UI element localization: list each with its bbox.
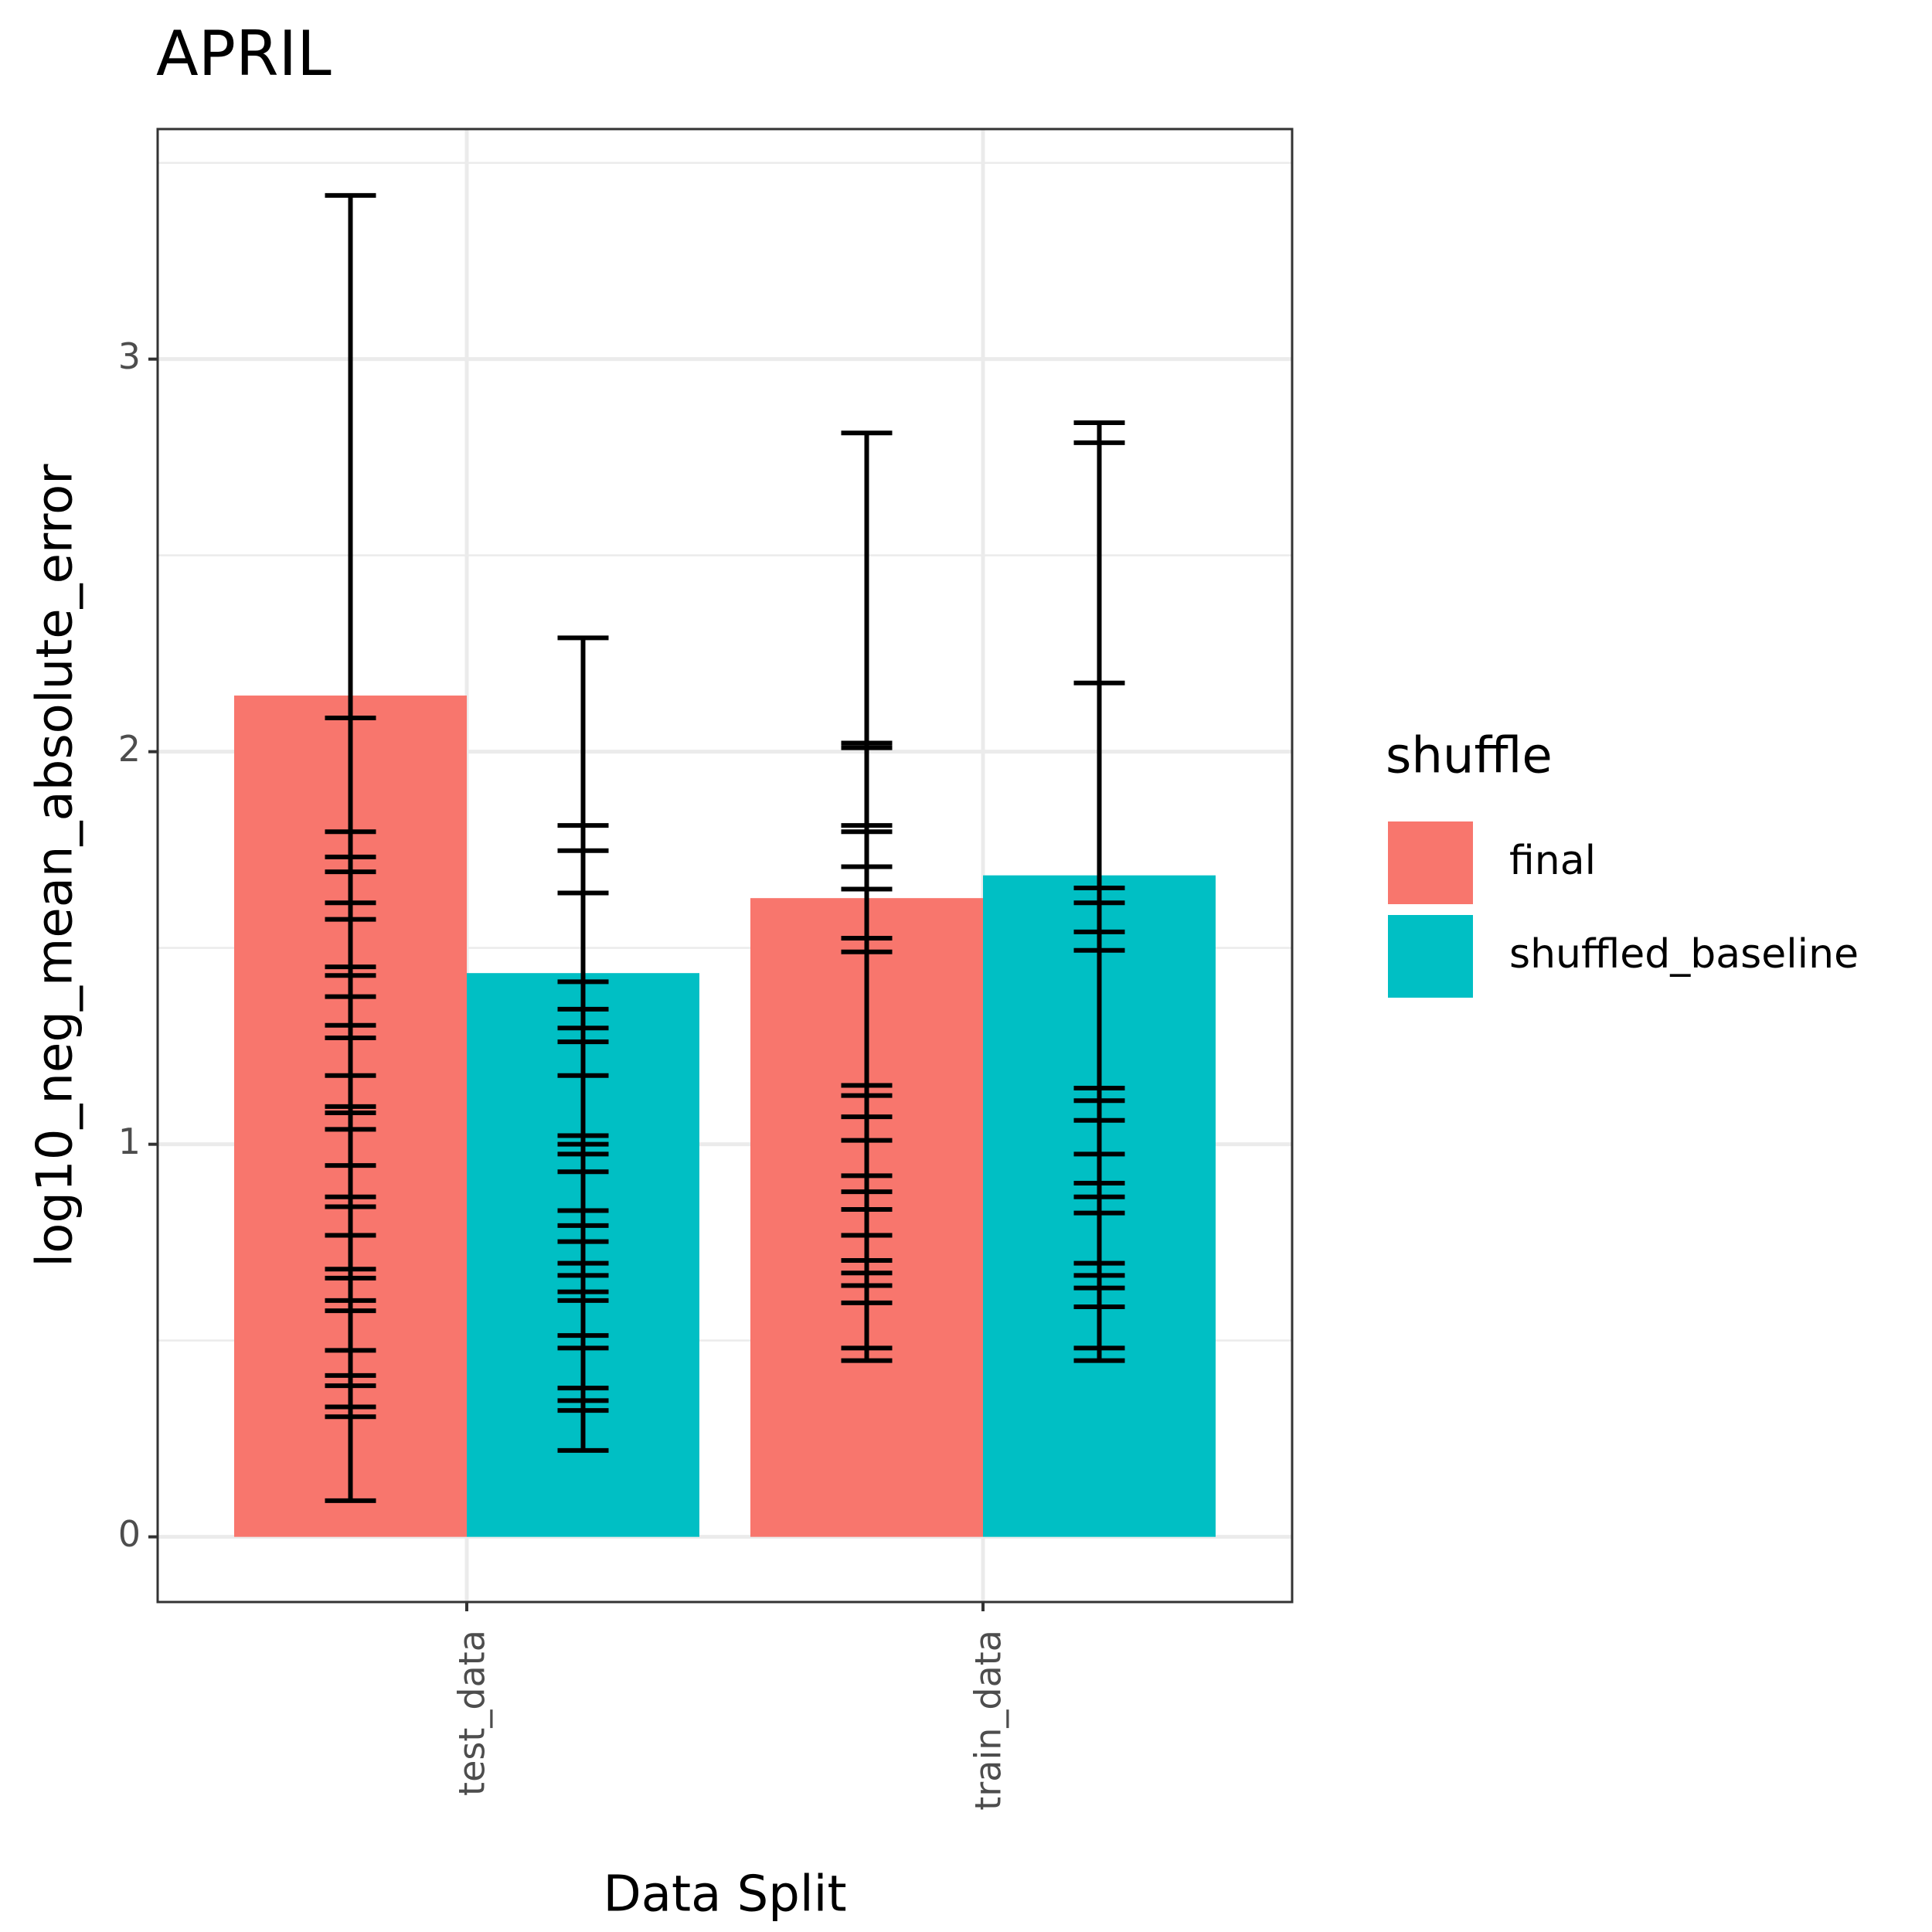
chart-title: APRIL <box>156 18 332 90</box>
panel-border <box>156 128 1294 1604</box>
x-axis-title: Data Split <box>603 1866 846 1923</box>
y-axis-title: log10_neg_mean_absolute_error <box>27 464 84 1267</box>
y-tick-label: 2 <box>118 728 141 770</box>
y-tick-label: 3 <box>118 335 141 377</box>
legend-title: shuffle <box>1386 728 1553 785</box>
legend-key <box>1388 915 1473 998</box>
legend-label: shuffled_baseline <box>1509 931 1859 978</box>
x-tick-label: train_data <box>968 1630 1009 1811</box>
legend-label: final <box>1509 838 1596 884</box>
y-tick-label: 1 <box>118 1121 141 1162</box>
legend-key <box>1388 821 1473 904</box>
x-tick-label: test_data <box>451 1630 493 1796</box>
y-tick-label: 0 <box>118 1513 141 1555</box>
